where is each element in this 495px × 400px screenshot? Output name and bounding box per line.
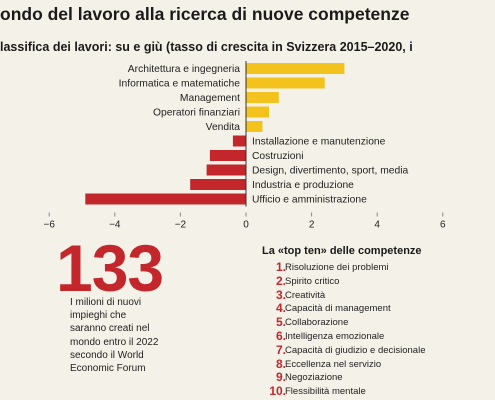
bar-label: Industria e produzione <box>252 180 354 191</box>
stat-note-line: secondo il World <box>70 349 144 361</box>
list-item-label: Eccellenza nel servizio <box>285 358 382 370</box>
bar <box>246 63 345 74</box>
bar <box>246 77 325 89</box>
list-item-number: 8. <box>275 356 286 371</box>
list-item: 4. Capacità di management <box>262 301 391 316</box>
list-item-label: Intelligenza emozionale <box>285 330 385 342</box>
list-item-label: Creatività <box>285 289 326 301</box>
bar-label: Ufficio e amministrazione <box>252 195 367 206</box>
list-item-label: Flessibilità mentale <box>285 386 366 398</box>
stat-note-line: mondo entro il 2022 <box>70 336 159 348</box>
bar <box>246 106 269 118</box>
list-item-number: 1. <box>275 260 286 274</box>
bar-label: Informatica e matematiche <box>119 79 241 90</box>
bar <box>209 150 246 161</box>
list-item: 5. Collaborazione <box>262 315 348 330</box>
bar-label: Management <box>180 93 240 104</box>
bar-label: Design, divertimento, sport, media <box>252 166 409 177</box>
stat-note-line: impieghi che <box>70 310 127 322</box>
bar <box>246 121 263 132</box>
big-number: 133 <box>56 231 164 305</box>
list-item: 2. Spirito critico <box>262 273 339 289</box>
stat-note-line: I milioni di nuovi <box>70 297 142 308</box>
list-item-number: 7. <box>275 342 286 357</box>
stat-note: I milioni di nuovi impieghi che saranno … <box>70 296 190 375</box>
list-item-label: Collaborazione <box>285 317 349 329</box>
list-item-label: Risoluzione dei problemi <box>285 262 389 273</box>
list-item: 3. Creatività <box>262 287 325 303</box>
x-tick-label: 6 <box>440 220 446 231</box>
list-item-number: 4. <box>275 301 286 316</box>
bar <box>232 135 246 147</box>
list-item: 6. Intelligenza emozionale <box>262 328 384 344</box>
bar-label: Architettura e ingegneria <box>128 64 240 75</box>
x-tick-label: −2 <box>175 220 187 231</box>
stat-note-line: Economic Forum <box>70 363 146 375</box>
list-item-number: 3. <box>275 287 286 302</box>
bar <box>246 92 279 103</box>
top-ten-title: La «top ten» delle competenze <box>262 245 422 257</box>
x-tick-label: −4 <box>109 220 121 231</box>
x-tick-label: −6 <box>43 220 55 231</box>
list-item-number: 9. <box>275 370 286 385</box>
bar-label: Costruzioni <box>252 151 304 162</box>
list-item-number: 5. <box>275 315 286 330</box>
x-tick-label: 4 <box>374 220 380 231</box>
bar <box>190 179 246 190</box>
list-item: 8. Eccellenza nel servizio <box>262 356 381 372</box>
bar-chart: Architettura e ingegneria Informatica e m… <box>43 61 446 231</box>
list-item: 7. Capacità di giudizio e decisionale <box>262 342 426 358</box>
bar-label: Installazione e manutenzione <box>252 137 386 148</box>
list-item: 1. Risoluzione dei problemi <box>262 260 389 275</box>
list-item-number: 10. <box>269 384 286 399</box>
x-tick-label: 2 <box>309 220 315 231</box>
top-ten-list: 1. Risoluzione dei problemi 2. Spirito cri… <box>262 260 426 399</box>
page-title: ondo del lavoro alla ricerca di nuove co… <box>0 4 410 24</box>
stat-note-line: saranno creati nel <box>70 323 150 335</box>
bar-label: Vendita <box>206 122 241 133</box>
bar <box>206 164 246 176</box>
bar-label: Operatori finanziari <box>153 108 240 119</box>
bar <box>85 193 246 205</box>
chart-subtitle: lassifica dei lavori: su e giù (tasso di… <box>0 40 413 54</box>
list-item-label: Negoziazione <box>285 372 343 384</box>
list-item: 9. Negoziazione <box>262 370 343 385</box>
list-item-label: Spirito critico <box>285 275 340 287</box>
x-tick-label: 0 <box>243 220 249 231</box>
list-item-number: 6. <box>275 328 286 343</box>
list-item-label: Capacità di management <box>285 303 391 315</box>
list-item-label: Capacità di giudizio e decisionale <box>285 344 426 356</box>
list-item: 10. Flessibilità mentale <box>262 384 365 399</box>
list-item-number: 2. <box>275 273 286 288</box>
